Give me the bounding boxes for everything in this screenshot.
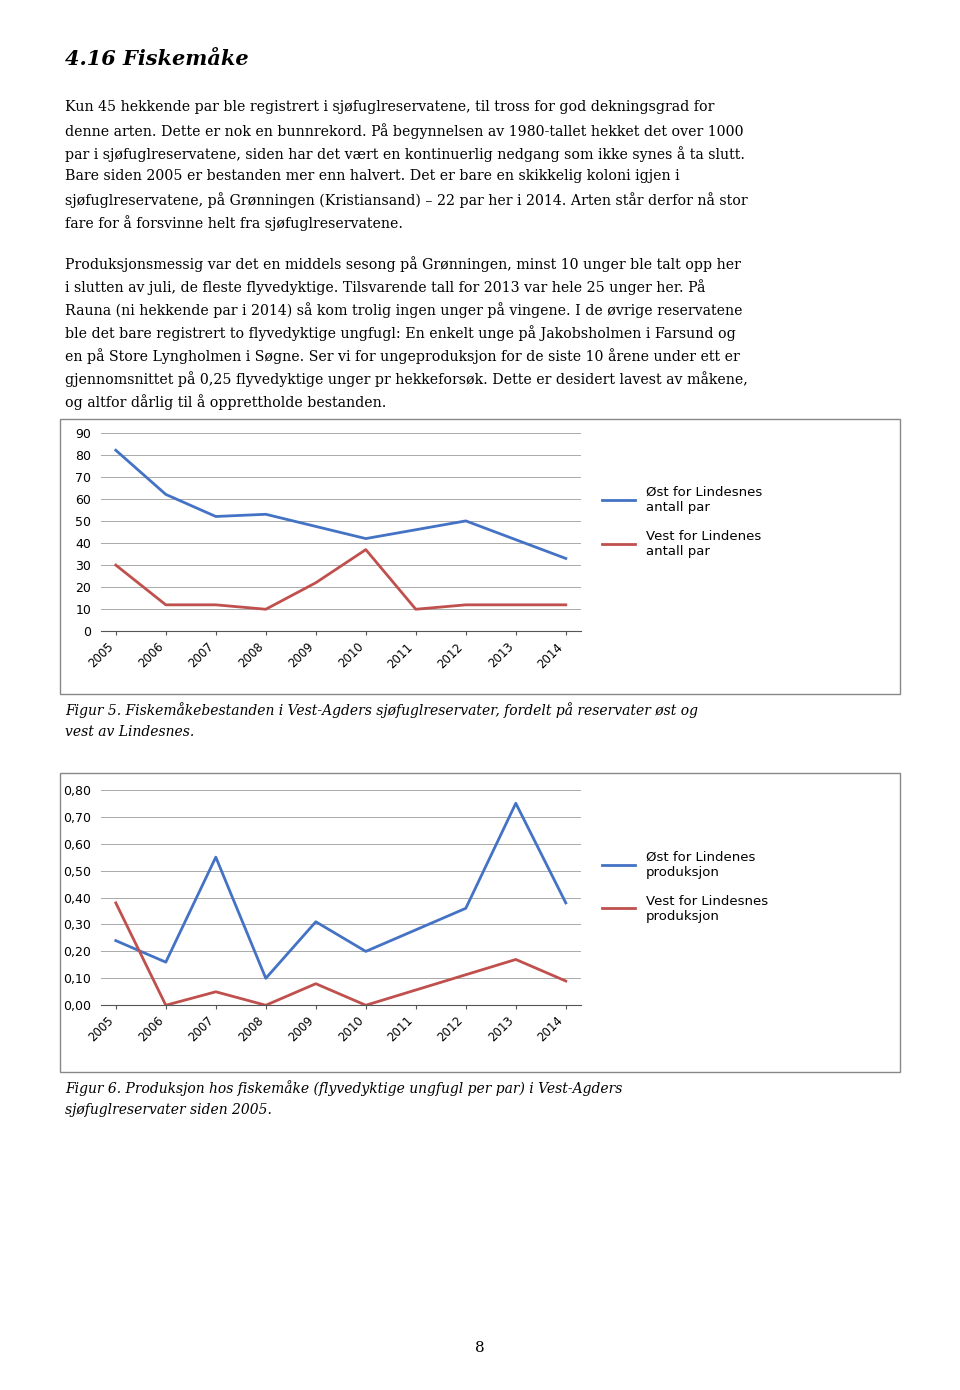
- Text: Produksjonsmessig var det en middels sesong på Grønningen, minst 10 unger ble ta: Produksjonsmessig var det en middels ses…: [65, 256, 741, 272]
- Text: 4.16 Fiskemåke: 4.16 Fiskemåke: [65, 49, 249, 68]
- Text: sjøfuglreservatene, på Grønningen (Kristiansand) – 22 par her i 2014. Arten står: sjøfuglreservatene, på Grønningen (Krist…: [65, 192, 748, 207]
- Text: Kun 45 hekkende par ble registrert i sjøfuglreservatene, til tross for god dekni: Kun 45 hekkende par ble registrert i sjø…: [65, 100, 714, 114]
- Legend: Øst for Lindesnes
antall par, Vest for Lindenes
antall par: Øst for Lindesnes antall par, Vest for L…: [597, 481, 767, 563]
- Text: i slutten av juli, de fleste flyvedyktige. Tilsvarende tall for 2013 var hele 25: i slutten av juli, de fleste flyvedyktig…: [65, 279, 706, 295]
- Text: Rauna (ni hekkende par i 2014) så kom trolig ingen unger på vingene. I de øvrige: Rauna (ni hekkende par i 2014) så kom tr…: [65, 302, 743, 318]
- Text: Bare siden 2005 er bestanden mer enn halvert. Det er bare en skikkelig koloni ig: Bare siden 2005 er bestanden mer enn hal…: [65, 168, 680, 183]
- Text: gjennomsnittet på 0,25 flyvedyktige unger pr hekkeforsøk. Dette er desidert lave: gjennomsnittet på 0,25 flyvedyktige unge…: [65, 371, 748, 386]
- Text: og altfor dårlig til å opprettholde bestanden.: og altfor dårlig til å opprettholde best…: [65, 393, 387, 410]
- Legend: Øst for Lindenes
produksjon, Vest for Lindesnes
produksjon: Øst for Lindenes produksjon, Vest for Li…: [597, 845, 773, 929]
- Text: denne arten. Dette er nok en bunnrekord. På begynnelsen av 1980-tallet hekket de: denne arten. Dette er nok en bunnrekord.…: [65, 122, 744, 139]
- Text: vest av Lindesnes.: vest av Lindesnes.: [65, 726, 195, 739]
- Text: ble det bare registrert to flyvedyktige ungfugl: En enkelt unge på Jakobsholmen : ble det bare registrert to flyvedyktige …: [65, 325, 736, 341]
- Text: sjøfuglreservater siden 2005.: sjøfuglreservater siden 2005.: [65, 1104, 272, 1118]
- Text: fare for å forsvinne helt fra sjøfuglreservatene.: fare for å forsvinne helt fra sjøfuglres…: [65, 214, 403, 231]
- Text: 8: 8: [475, 1341, 485, 1355]
- Text: Figur 6. Produksjon hos fiskemåke (flyvedyktige ungfugl per par) i Vest-Agders: Figur 6. Produksjon hos fiskemåke (flyve…: [65, 1080, 623, 1097]
- Text: en på Store Lyngholmen i Søgne. Ser vi for ungeproduksjon for de siste 10 årene : en på Store Lyngholmen i Søgne. Ser vi f…: [65, 348, 740, 364]
- Text: Figur 5. Fiskemåkebestanden i Vest-Agders sjøfuglreservater, fordelt på reservat: Figur 5. Fiskemåkebestanden i Vest-Agder…: [65, 702, 698, 719]
- Text: par i sjøfuglreservatene, siden har det vært en kontinuerlig nedgang som ikke sy: par i sjøfuglreservatene, siden har det …: [65, 146, 745, 161]
